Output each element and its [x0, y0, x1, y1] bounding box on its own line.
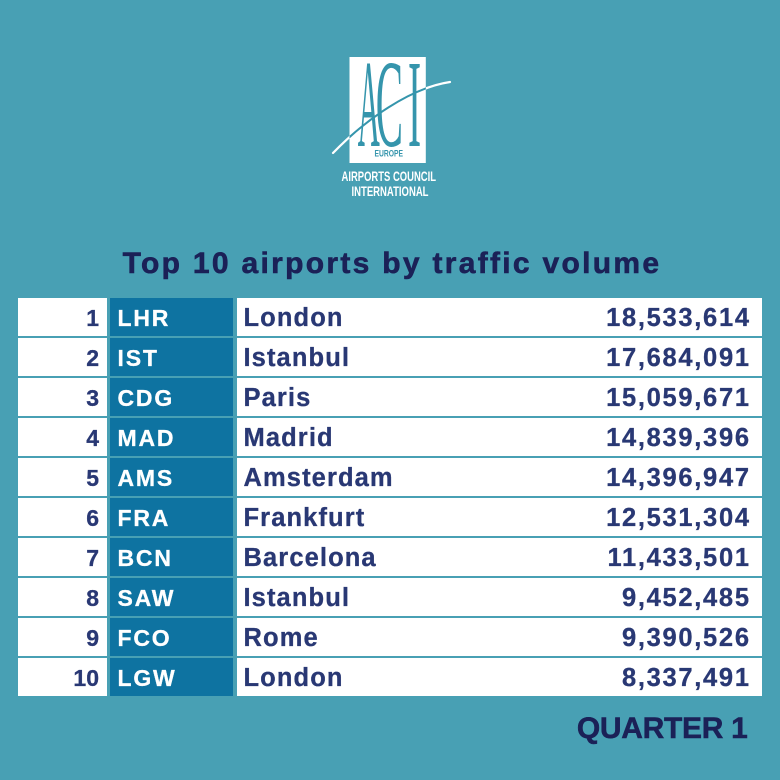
svg-text:AIRPORTS COUNCIL: AIRPORTS COUNCIL — [342, 169, 437, 184]
svg-text:A: A — [358, 48, 380, 173]
svg-text:C: C — [376, 48, 403, 174]
svg-text:EUROPE: EUROPE — [374, 147, 403, 158]
svg-text:I: I — [408, 48, 421, 174]
svg-text:INTERNATIONAL: INTERNATIONAL — [352, 184, 429, 198]
